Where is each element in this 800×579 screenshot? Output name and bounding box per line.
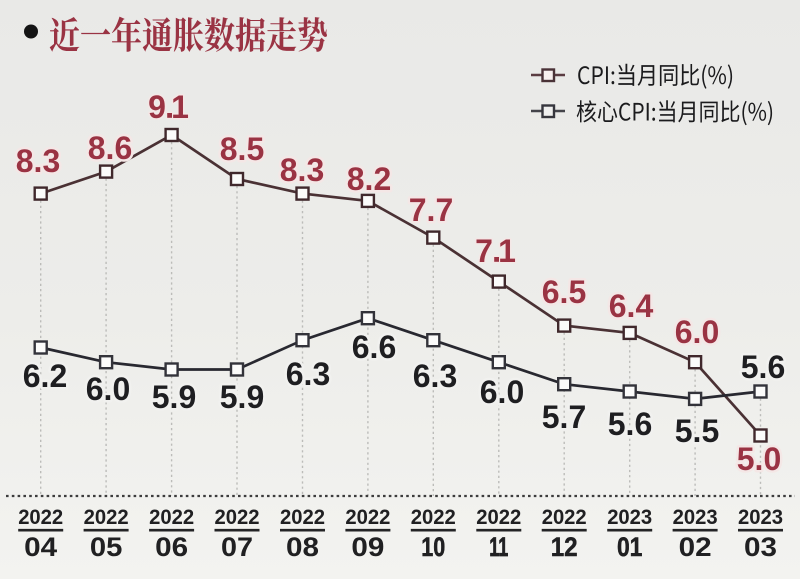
svg-text:5.7: 5.7 [542,399,586,435]
svg-text:5.6: 5.6 [608,406,652,442]
svg-text:10: 10 [421,532,445,562]
svg-text:09: 09 [351,532,384,562]
svg-text:2022: 2022 [18,506,63,529]
svg-text:9: 9 [148,89,166,125]
svg-text:07: 07 [221,532,253,562]
svg-text:5.0: 5.0 [737,441,781,477]
svg-text:11: 11 [489,532,508,562]
svg-text:06: 06 [155,532,188,562]
svg-text:1: 1 [171,89,189,125]
svg-text:7: 7 [475,233,493,269]
svg-text:2023: 2023 [738,506,783,529]
svg-text:6.2: 6.2 [23,358,67,394]
svg-text:6.6: 6.6 [352,329,396,365]
svg-text:2023: 2023 [673,506,718,529]
svg-text:1: 1 [498,233,516,269]
svg-text:6.0: 6.0 [675,314,719,350]
svg-text:6.3: 6.3 [413,358,457,394]
svg-text:02: 02 [679,532,712,562]
svg-text:6.5: 6.5 [542,274,586,310]
svg-text:2022: 2022 [345,506,390,529]
svg-text:2022: 2022 [280,506,325,529]
svg-text:2022: 2022 [476,506,521,529]
svg-text:03: 03 [744,532,777,562]
svg-text:2022: 2022 [215,506,260,529]
svg-text:12: 12 [551,532,578,562]
svg-text:8.6: 8.6 [88,130,132,166]
svg-text:8.2: 8.2 [347,161,391,197]
svg-text:1: 1 [171,89,189,125]
svg-text:5.9: 5.9 [220,379,264,415]
svg-text:6.0: 6.0 [86,371,130,407]
svg-text:7: 7 [475,233,493,269]
svg-text:08: 08 [286,532,319,562]
svg-text:5.5: 5.5 [675,413,719,449]
svg-text:01: 01 [617,532,643,562]
svg-text:04: 04 [24,532,57,562]
svg-text:1: 1 [498,233,516,269]
svg-text:2022: 2022 [411,506,456,529]
svg-text:05: 05 [90,532,123,562]
svg-text:6.3: 6.3 [286,356,330,392]
svg-text:6.4: 6.4 [609,288,654,324]
svg-text:8.3: 8.3 [16,143,60,179]
svg-text:2022: 2022 [149,506,194,529]
svg-text:2022: 2022 [84,506,129,529]
svg-text:2023: 2023 [607,506,652,529]
svg-text:5.6: 5.6 [741,349,785,385]
svg-text:6.0: 6.0 [480,374,524,410]
svg-text:9: 9 [148,89,166,125]
svg-text:8.5: 8.5 [220,131,264,167]
svg-text:5.9: 5.9 [152,379,196,415]
svg-text:7.7: 7.7 [409,192,453,228]
svg-text:2022: 2022 [542,506,587,529]
svg-text:8.3: 8.3 [280,152,324,188]
